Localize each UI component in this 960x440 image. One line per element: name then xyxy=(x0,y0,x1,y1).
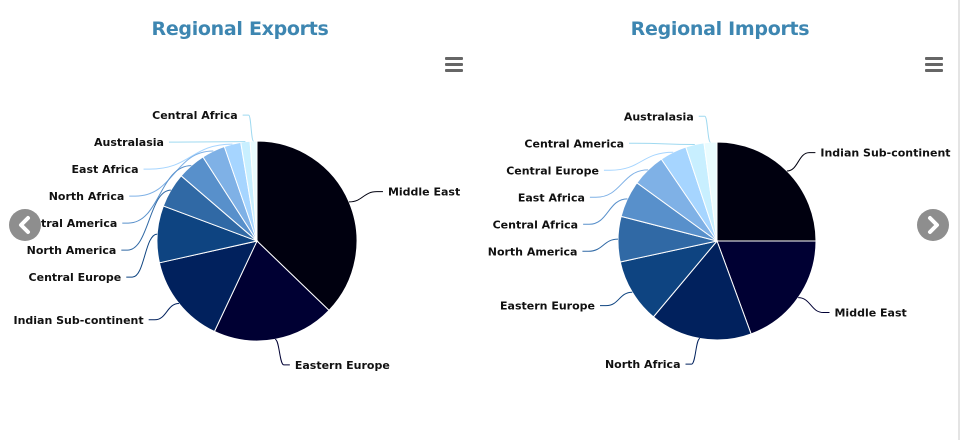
slice-label: North America xyxy=(488,245,578,258)
slice-label: Middle East xyxy=(834,307,906,320)
label-connector xyxy=(798,297,830,314)
slice-label: Central Europe xyxy=(29,271,122,284)
slice-label: Eastern Europe xyxy=(295,359,390,372)
label-connector xyxy=(121,189,171,251)
label-connector xyxy=(143,143,233,170)
label-connector xyxy=(698,115,711,143)
label-connector xyxy=(126,233,158,278)
slice-label: Indian Sub-continent xyxy=(820,147,950,160)
slice-label: Indian Sub-continent xyxy=(13,314,143,327)
chart-title: Regional Exports xyxy=(151,18,329,40)
pie-slice-indian-sub-continent[interactable] xyxy=(158,240,258,333)
label-connector xyxy=(274,338,290,366)
slice-label: Central America xyxy=(18,217,118,230)
slice-label: East Africa xyxy=(72,163,139,176)
label-connector xyxy=(129,150,214,197)
slice-label: North America xyxy=(27,244,117,257)
hamburger-menu-icon[interactable] xyxy=(925,57,943,73)
slice-label: Australasia xyxy=(94,136,164,149)
label-connector xyxy=(589,169,649,198)
carousel-prev-button[interactable] xyxy=(9,209,41,241)
slice-label: Central Africa xyxy=(152,109,238,122)
pie-slice-middle-east[interactable] xyxy=(716,240,817,335)
chart-title: Regional Imports xyxy=(630,18,810,40)
slice-label: North Africa xyxy=(605,358,681,371)
label-connector xyxy=(685,338,701,365)
label-connector xyxy=(122,165,192,224)
pie-slice-north-africa[interactable] xyxy=(652,240,752,341)
chevron-right-icon xyxy=(928,216,939,234)
label-connector xyxy=(242,114,255,142)
chevron-left-icon xyxy=(19,216,30,234)
exports-chart-panel: Regional Exports Middle East Eastern Euro… xyxy=(13,18,463,372)
label-connector xyxy=(583,198,628,225)
slice-label: Eastern Europe xyxy=(500,300,595,313)
slice-label: East Africa xyxy=(518,191,585,204)
slice-label: Middle East xyxy=(388,186,460,199)
pie-slice-middle-east[interactable] xyxy=(256,140,358,312)
label-connector xyxy=(148,303,180,321)
hamburger-menu-icon[interactable] xyxy=(445,57,463,73)
label-connector xyxy=(629,142,695,146)
pie-slice-eastern-europe[interactable] xyxy=(213,240,330,342)
label-connector xyxy=(786,152,816,172)
pie-slice-indian-sub-continent[interactable] xyxy=(716,141,817,242)
slice-label: Central America xyxy=(524,137,624,150)
slice-label: Central Africa xyxy=(493,218,579,231)
exports-pie-chart: Middle East Eastern Europe Central Africa A… xyxy=(13,109,460,372)
imports-pie-chart: Indian Sub-continent Middle East Australas… xyxy=(488,110,951,371)
slice-label: North Africa xyxy=(49,190,125,203)
label-connector xyxy=(349,191,383,203)
page-divider xyxy=(958,0,960,440)
label-connector xyxy=(582,238,619,252)
slice-label: Central Europe xyxy=(506,164,599,177)
slice-label: Australasia xyxy=(624,110,694,123)
label-connector xyxy=(600,291,633,307)
imports-chart-panel: Regional Imports Indian Sub-continent Mid… xyxy=(480,0,960,440)
carousel-next-button[interactable] xyxy=(917,209,949,241)
label-connector xyxy=(603,151,674,171)
